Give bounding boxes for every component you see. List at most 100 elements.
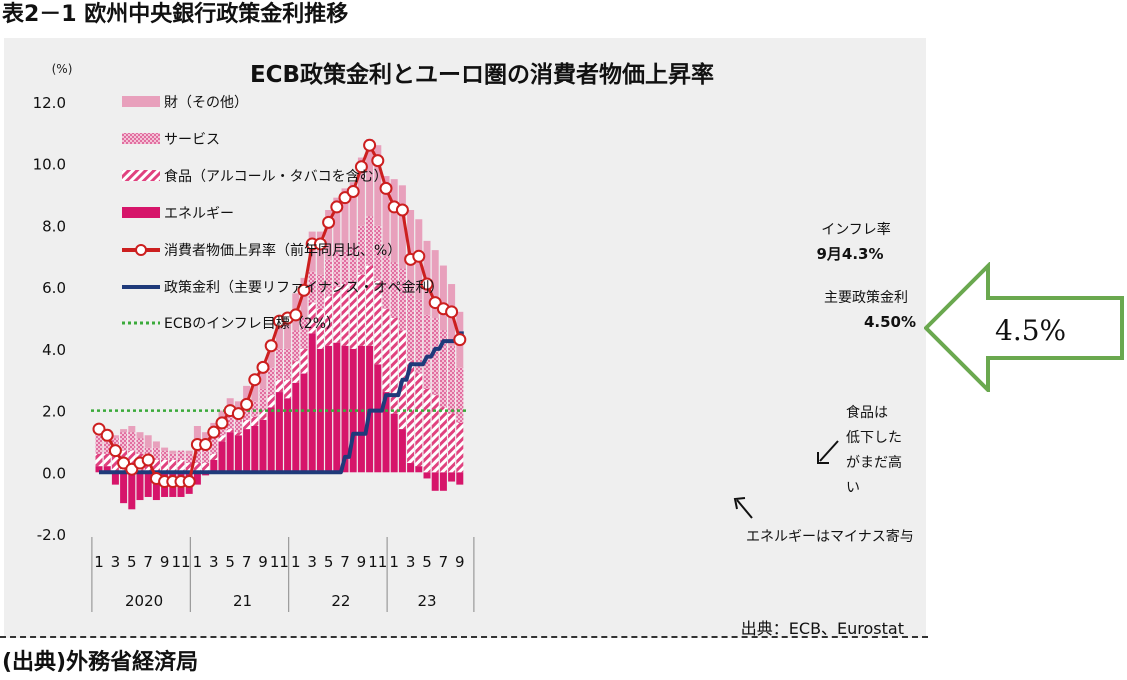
cpi-marker: [100, 428, 114, 442]
cpi-marker: [445, 305, 459, 319]
bar-energy: [398, 429, 406, 473]
legend-label-cpi: 消費者物価上昇率（前年同月比、%）: [164, 242, 401, 259]
bar-food: [333, 287, 341, 343]
bar-energy: [448, 472, 456, 482]
cpi-marker: [330, 200, 344, 214]
bar-energy: [144, 472, 152, 497]
x-tick-label: 7: [340, 553, 350, 571]
bar-services: [390, 262, 398, 318]
bar-energy: [275, 392, 283, 473]
food-note-line-2: 低下した: [846, 430, 902, 446]
bar-services: [152, 447, 160, 460]
food-note-arrow: [817, 440, 839, 464]
legend-item-food: 食品（アルコール・タバコを含む）: [122, 168, 388, 185]
x-tick-label: 5: [324, 553, 334, 571]
bar-energy: [128, 472, 136, 510]
annotation-food-note: 食品は 低下した がまだ高 い: [846, 404, 902, 496]
bar-services: [325, 259, 333, 297]
y-unit-label: (%): [52, 62, 73, 76]
bar-services: [284, 348, 292, 380]
bar-energy: [120, 472, 128, 504]
chart-title: ECB政策金利とユーロ圏の消費者物価上昇率: [250, 61, 714, 88]
bar-services: [300, 318, 308, 349]
cpi-marker: [313, 237, 327, 251]
bar-services: [120, 432, 128, 451]
bar-services: [456, 367, 464, 423]
x-tick-label: 1: [94, 553, 104, 571]
legend-item-target: ECBのインフレ目標（2%）: [122, 316, 340, 332]
bar-food: [234, 432, 242, 436]
bar-goods: [341, 188, 349, 251]
bar-goods: [169, 450, 177, 454]
bar-goods: [390, 179, 398, 263]
y-tick-label: 10.0: [33, 156, 66, 174]
x-tick-label: 3: [406, 553, 416, 571]
bar-food: [456, 422, 464, 473]
bar-food: [366, 265, 374, 346]
bar-energy: [341, 345, 349, 473]
bar-services: [267, 367, 275, 396]
annotation-inflation-label: インフレ率: [821, 221, 891, 238]
bar-services: [341, 250, 349, 285]
bar-food: [161, 459, 169, 473]
bar-food: [152, 459, 160, 473]
callout-value: 4.5%: [995, 314, 1067, 347]
bar-energy: [226, 432, 234, 473]
bar-energy: [267, 407, 275, 473]
bar-food: [193, 463, 201, 473]
bar-goods: [161, 447, 169, 451]
bar-energy: [284, 398, 292, 473]
bar-food: [300, 348, 308, 374]
bar-services: [243, 407, 251, 420]
energy-note-arrow: [733, 497, 753, 519]
bar-goods: [349, 182, 357, 248]
bar-goods: [193, 426, 201, 445]
annotation-rate-value: 4.50%: [864, 313, 916, 331]
bar-food: [431, 395, 439, 473]
document-source: (出典)外務省経済局: [2, 650, 199, 675]
legend-label-policy-rate: 政策金利（主要リファイナンス・オペ金利）: [164, 279, 443, 296]
callout-arrow-shape: [924, 262, 1124, 392]
y-tick-label: 6.0: [42, 279, 66, 297]
bar-services: [136, 438, 144, 454]
bar-goods: [136, 432, 144, 439]
x-tick-label: 3: [111, 553, 121, 571]
bar-services: [382, 256, 390, 309]
dashed-divider: [0, 636, 928, 638]
bar-goods: [382, 176, 390, 257]
bar-goods: [366, 139, 374, 217]
callout-arrow: [924, 262, 1124, 392]
annotation-rate-label: 主要政策金利: [824, 289, 908, 306]
bar-goods: [120, 429, 128, 433]
bar-energy: [292, 382, 300, 473]
bar-food: [308, 302, 316, 334]
x-tick-label: 9: [258, 553, 268, 571]
cpi-marker: [395, 203, 409, 217]
bar-food: [177, 459, 185, 473]
bar-food: [103, 453, 111, 467]
x-tick-label: 3: [209, 553, 219, 571]
bar-food: [407, 361, 415, 464]
bar-food: [185, 463, 193, 473]
bar-services: [349, 247, 357, 285]
bar-services: [234, 419, 242, 433]
cpi-marker: [264, 339, 278, 353]
food-note-line-3: がまだ高: [846, 454, 902, 471]
x-tick-label: 9: [455, 553, 465, 571]
bar-energy: [95, 466, 103, 473]
bar-energy: [439, 472, 447, 491]
cpi-marker: [322, 215, 336, 229]
y-tick-label: 2.0: [42, 403, 66, 421]
x-tick-label: 11: [270, 553, 289, 571]
bar-food: [390, 318, 398, 414]
x-tick-label: 5: [225, 553, 235, 571]
bar-energy: [259, 419, 267, 473]
x-tick-label: 5: [422, 553, 432, 571]
food-note-line-1: 食品は: [846, 404, 888, 421]
bar-food: [275, 379, 283, 393]
bar-services: [357, 225, 365, 275]
bar-goods: [111, 435, 119, 439]
food-note-line-4: い: [846, 480, 860, 496]
x-year-label: 23: [417, 592, 436, 610]
bar-energy: [349, 348, 357, 473]
